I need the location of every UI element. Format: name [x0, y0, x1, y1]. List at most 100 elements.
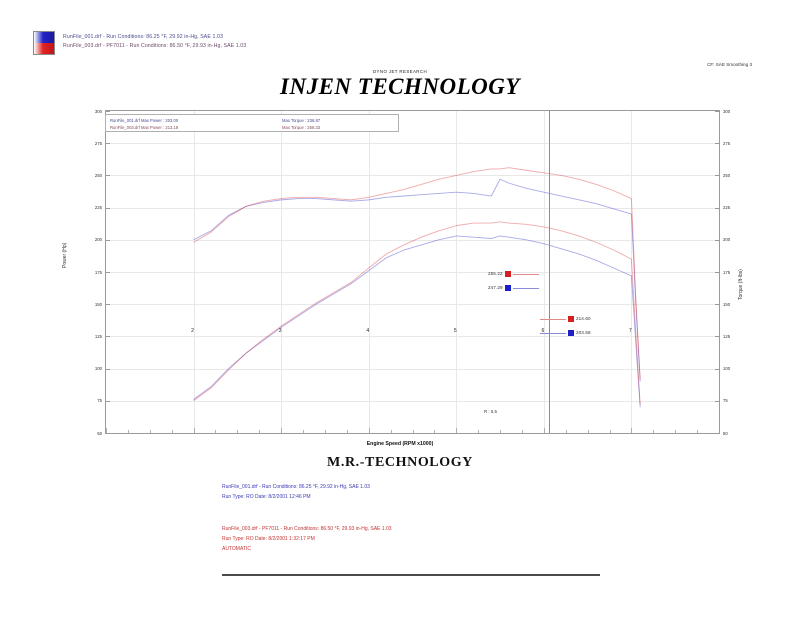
- footer-divider: [222, 574, 600, 576]
- x-axis-tick: [281, 428, 283, 433]
- run2-color-swatch: [34, 43, 54, 54]
- leader-line-icon: [540, 318, 566, 320]
- y-axis-right-tick-label: 200: [723, 237, 731, 243]
- axis-tick: [106, 272, 110, 273]
- footer-run2-transmission: AUTOMATIC: [222, 546, 251, 552]
- callout-power-run1-value: 203.58: [576, 329, 591, 335]
- y-axis-right-tick-label: 125: [723, 333, 731, 339]
- x-axis-tick: [215, 430, 217, 433]
- footer-run1-conditions: RunFile_001.drf - Run Conditions: 86.25 …: [222, 484, 370, 490]
- y-axis-left-tick-label: 200: [94, 237, 102, 243]
- blue-marker-icon: [568, 330, 574, 336]
- x-axis-tick: [478, 430, 480, 433]
- x-axis-tick: [106, 428, 107, 433]
- y-axis-right-tick-label: 175: [723, 269, 731, 275]
- x-axis-tick-label: 6: [541, 328, 545, 334]
- footer-run1-runtype: Run Type: RO Date: 8/2/2001 12:46 PM: [222, 494, 311, 500]
- x-axis-tick: [587, 430, 589, 433]
- axis-tick: [106, 207, 110, 209]
- y-axis-left-tick-label: 250: [94, 172, 102, 178]
- gridline-vertical: [368, 111, 370, 433]
- axis-tick: [106, 175, 110, 177]
- top-legend-run2-label: RunFile_003.drf - PF7011 - Run Condition…: [63, 43, 247, 49]
- red-marker-icon: [504, 271, 511, 277]
- max-values-row-run1: RunFile_001.drf Max Power : 203.00 Max T…: [110, 118, 320, 123]
- max-values-row-run2: RunFile_003.drf Max Power : 213.18 Max T…: [110, 125, 320, 130]
- x-axis-tick-label: 2: [191, 328, 194, 334]
- run1-max-power: RunFile_001.drf Max Power : 203.00: [110, 118, 179, 123]
- x-axis-tick: [565, 430, 567, 433]
- blue-marker-icon: [504, 285, 511, 291]
- y-axis-right-title: Torque (ft-lbs): [738, 269, 744, 300]
- gridline-horizontal: [106, 272, 719, 273]
- y-axis-right-tick-label: 150: [723, 301, 731, 307]
- axis-tick: [715, 143, 719, 145]
- x-axis-tick: [412, 430, 414, 433]
- x-axis-tick: [719, 428, 720, 433]
- y-axis-right-tick-label: 50: [723, 430, 728, 436]
- x-axis-tick-label: 4: [366, 328, 370, 334]
- y-axis-left-title: Power (Hp): [62, 242, 68, 268]
- gridline-horizontal: [106, 400, 719, 402]
- page-title: INJEN TECHNOLOGY: [280, 74, 520, 99]
- run2-max-power: RunFile_003.drf Max Power : 213.18: [110, 125, 179, 130]
- y-axis-left-tick-label: 150: [94, 301, 102, 307]
- gridline-horizontal: [106, 175, 719, 177]
- x-axis-tick: [675, 430, 677, 433]
- x-axis-tick-label: 5: [453, 328, 457, 334]
- axis-tick: [715, 239, 719, 241]
- y-axis-right-tick-label: 75: [723, 398, 728, 404]
- leader-line-icon: [540, 332, 566, 334]
- gridline-horizontal: [106, 336, 719, 338]
- x-axis-tick: [346, 430, 348, 433]
- chart-series-layer: [193, 167, 641, 408]
- gridline-horizontal: [106, 304, 719, 306]
- y-axis-right-tick-label: 250: [723, 172, 731, 178]
- chart-line: [193, 221, 641, 405]
- x-axis-tick: [368, 428, 370, 433]
- gridline-horizontal: [106, 207, 719, 209]
- gridline-horizontal: [106, 143, 719, 145]
- y-axis-left-tick-label: 275: [94, 140, 102, 146]
- gridline-vertical: [456, 111, 458, 433]
- x-axis-tick: [609, 430, 611, 433]
- footer-run1-block: RunFile_001.drf - Run Conditions: 86.25 …: [222, 482, 370, 502]
- x-axis-tick: [259, 430, 261, 433]
- x-axis-tick: [500, 430, 502, 433]
- x-axis-title: Engine Speed (RPM x1000): [366, 441, 434, 447]
- dyno-chart: 50 50 75 75 100 100 125 125 150 150 175 175 200 200 22…: [95, 109, 730, 436]
- callout-torque-run2-value: 255.22: [488, 270, 503, 276]
- gridline-vertical: [281, 111, 283, 433]
- top-legend: RunFile_001.drf - Run Conditions: 86.25 …: [33, 31, 633, 57]
- y-axis-left-tick-label: 175: [94, 269, 102, 275]
- gridline-vertical: [631, 111, 633, 433]
- axis-tick: [106, 304, 110, 306]
- callout-power-run2: 214.60: [540, 316, 591, 322]
- cursor-rpm-label: R : 5.5: [484, 409, 497, 414]
- cursor-line[interactable]: [549, 111, 550, 433]
- callout-torque-run1-value: 247.29: [488, 284, 503, 290]
- red-marker-icon: [568, 316, 574, 322]
- chart-line: [193, 235, 641, 408]
- footer-run2-runtype: Run Type: RO Date: 8/2/2001 1:32:17 PM: [222, 536, 315, 542]
- y-axis-left-tick-label: 100: [94, 366, 102, 372]
- axis-tick: [715, 304, 719, 306]
- x-axis-tick: [303, 430, 305, 433]
- top-legend-run1-label: RunFile_001.drf - Run Conditions: 86.25 …: [63, 34, 223, 40]
- x-axis-tick: [521, 430, 523, 433]
- x-axis-tick: [434, 430, 436, 433]
- axis-tick: [106, 400, 110, 402]
- x-axis-tick: [543, 428, 545, 433]
- axis-tick: [106, 239, 110, 241]
- footer-run2-block: RunFile_003.drf - PF7011 - Run Condition…: [222, 524, 392, 554]
- axis-tick: [715, 400, 719, 402]
- axis-tick: [715, 175, 719, 177]
- max-values-legend: RunFile_001.drf Max Power : 203.00 Max T…: [105, 114, 399, 132]
- x-axis-tick: [697, 430, 699, 433]
- axis-tick: [715, 336, 719, 338]
- x-axis-tick: [390, 430, 392, 433]
- plot-area: 50 50 75 75 100 100 125 125 150 150 175 175 200 200 22…: [95, 109, 730, 436]
- footer-run2-conditions: RunFile_003.drf - PF7011 - Run Condition…: [222, 526, 392, 532]
- run-color-swatches: [33, 31, 55, 55]
- axis-tick: [715, 207, 719, 209]
